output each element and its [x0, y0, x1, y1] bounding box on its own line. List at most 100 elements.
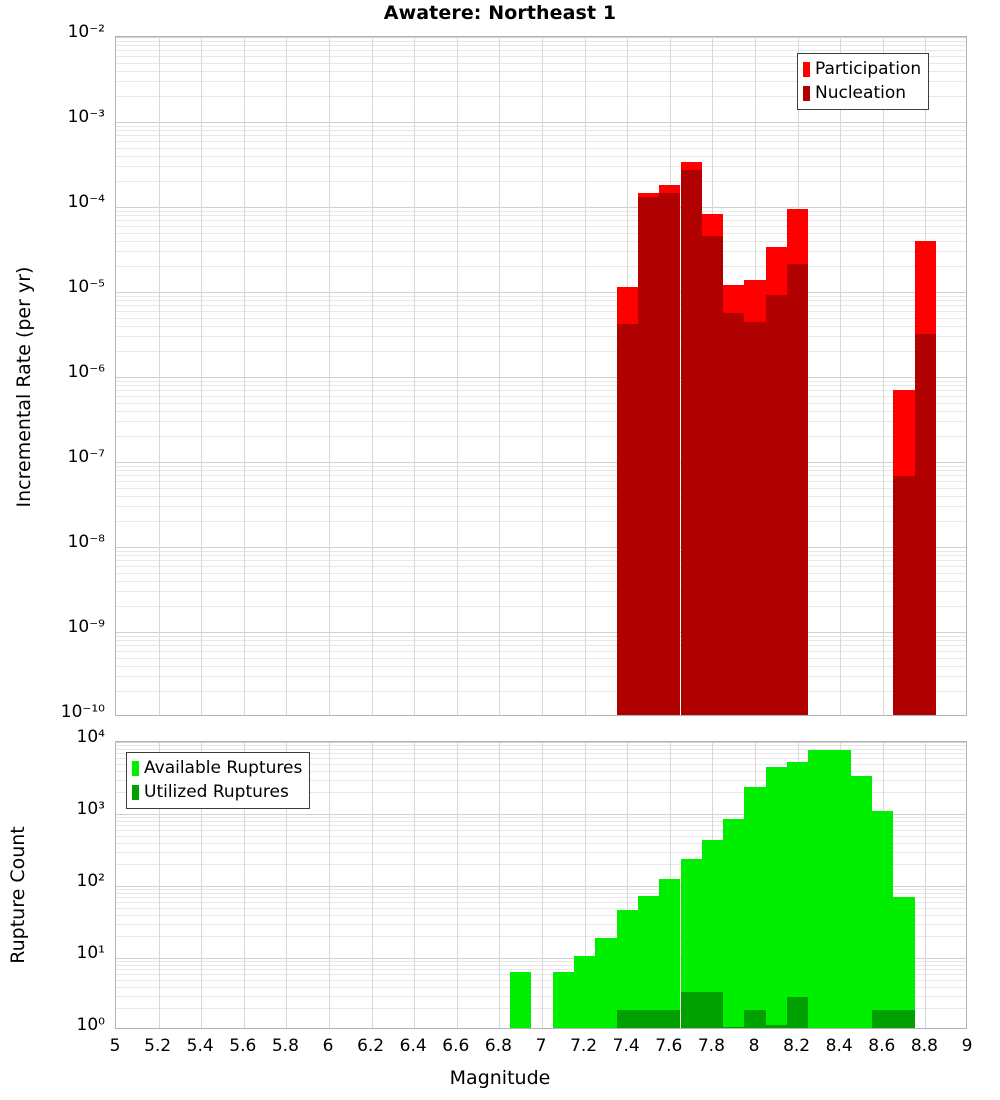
legend-label-participation: Participation [815, 58, 922, 79]
bar [914, 37, 937, 715]
bar [659, 37, 681, 715]
bar-segment-nucleation [744, 322, 766, 715]
y-tick-label: 10⁴ [76, 727, 105, 747]
top-y-axis-label: Incremental Rate (per yr) [13, 266, 35, 508]
bar-segment-available [786, 761, 809, 1028]
bar-segment-nucleation [680, 169, 702, 715]
y-tick-label: 10⁻⁸ [67, 532, 105, 552]
bar [744, 37, 766, 715]
bar [701, 742, 724, 1028]
y-tick-label: 10⁻⁴ [67, 192, 105, 212]
y-tick-label: 10⁻² [67, 22, 105, 42]
x-tick-label: 9 [961, 1036, 973, 1056]
x-tick-label: 7.4 [612, 1036, 640, 1056]
legend-item-nucleation[interactable]: Nucleation [803, 81, 921, 105]
y-tick-label: 10⁰ [76, 1015, 105, 1035]
y-tick-label: 10³ [76, 799, 105, 819]
bar-segment-available [872, 810, 894, 1028]
bar-segment-nucleation [893, 475, 915, 715]
bar-segment-available [850, 775, 873, 1028]
bar [701, 37, 724, 715]
bar [637, 742, 660, 1028]
x-tick-label: 6.4 [399, 1036, 427, 1056]
bar-segment-available [723, 819, 745, 1028]
legend-item-available-ruptures[interactable]: Available Ruptures [132, 756, 302, 780]
legend-item-utilized-ruptures[interactable]: Utilized Ruptures [132, 780, 302, 804]
bar [765, 742, 787, 1028]
x-tick-label: 5.6 [229, 1036, 257, 1056]
x-tick-label: 7 [535, 1036, 547, 1056]
bottom-bars [116, 742, 966, 1028]
bar [510, 742, 532, 1028]
y-tick-label: 10⁻⁷ [67, 447, 105, 467]
y-tick-label: 10¹ [76, 943, 105, 963]
incremental-rate-plot-area [115, 36, 967, 716]
bar [723, 37, 745, 715]
bar-segment-nucleation [701, 236, 724, 715]
bar [595, 742, 617, 1028]
bar [552, 742, 574, 1028]
y-tick-label: 10⁻⁶ [67, 362, 105, 382]
x-tick-label: 5.2 [144, 1036, 172, 1056]
bar-segment-available [701, 840, 724, 1028]
bar [872, 742, 894, 1028]
bar [574, 742, 596, 1028]
x-tick-label: 8.8 [910, 1036, 938, 1056]
bar-segment-nucleation [723, 312, 745, 715]
bar-segment-available [893, 897, 915, 1028]
top-bars [116, 37, 966, 715]
x-tick-label: 5.4 [186, 1036, 214, 1056]
bar-segment-available [637, 896, 660, 1028]
bar-segment-nucleation [786, 264, 809, 715]
y-tick-label: 10⁻⁵ [67, 277, 105, 297]
y-tick-label: 10⁻³ [67, 107, 105, 127]
x-tick-label: 8.2 [783, 1036, 811, 1056]
x-tick-label: 5 [109, 1036, 121, 1056]
x-tick-label: 8.6 [868, 1036, 896, 1056]
bar [616, 37, 638, 715]
bar-segment-available [552, 972, 574, 1028]
bar-segment-available [616, 910, 638, 1028]
bar-segment-available [595, 937, 617, 1028]
bar-segment-utilized [723, 1026, 745, 1028]
bar-segment-nucleation [637, 196, 660, 715]
bar-segment-available [808, 750, 830, 1028]
legend-item-participation[interactable]: Participation [803, 57, 921, 81]
bottom-y-axis-label: Rupture Count [7, 826, 29, 964]
bar-segment-available [765, 767, 787, 1028]
bar-segment-nucleation [914, 334, 937, 715]
bar-segment-available [510, 972, 532, 1028]
x-tick-label: 5.8 [271, 1036, 299, 1056]
bar-segment-available [744, 787, 766, 1028]
bar-segment-utilized [637, 1009, 660, 1028]
bar-segment-utilized [701, 991, 724, 1028]
bar [786, 742, 809, 1028]
x-tick-label: 8 [748, 1036, 760, 1056]
bar-segment-utilized [893, 1009, 915, 1028]
participation-swatch-icon [803, 61, 810, 77]
x-tick-label: 6.6 [442, 1036, 470, 1056]
bar [616, 742, 638, 1028]
bar-segment-nucleation [616, 323, 638, 715]
page-title: Awatere: Northeast 1 [383, 2, 617, 24]
bar [637, 37, 660, 715]
bar [744, 742, 766, 1028]
legend-label-utilized-ruptures: Utilized Ruptures [144, 781, 289, 802]
bar-segment-utilized [786, 996, 809, 1028]
legend-label-nucleation: Nucleation [815, 82, 907, 103]
x-tick-label: 6.2 [357, 1036, 385, 1056]
bar-segment-available [829, 750, 851, 1028]
x-tick-label: 7.8 [697, 1036, 725, 1056]
bar-segment-nucleation [765, 294, 787, 715]
bar-segment-utilized [872, 1009, 894, 1028]
x-tick-label: 6 [322, 1036, 334, 1056]
bar [659, 742, 681, 1028]
x-tick-label: 7.6 [655, 1036, 683, 1056]
utilized-ruptures-swatch-icon [132, 784, 139, 800]
bar-segment-utilized [659, 1009, 681, 1028]
bar [786, 37, 809, 715]
bar [850, 742, 873, 1028]
x-tick-label: 6.8 [484, 1036, 512, 1056]
x-tick-label: 8.4 [825, 1036, 853, 1056]
